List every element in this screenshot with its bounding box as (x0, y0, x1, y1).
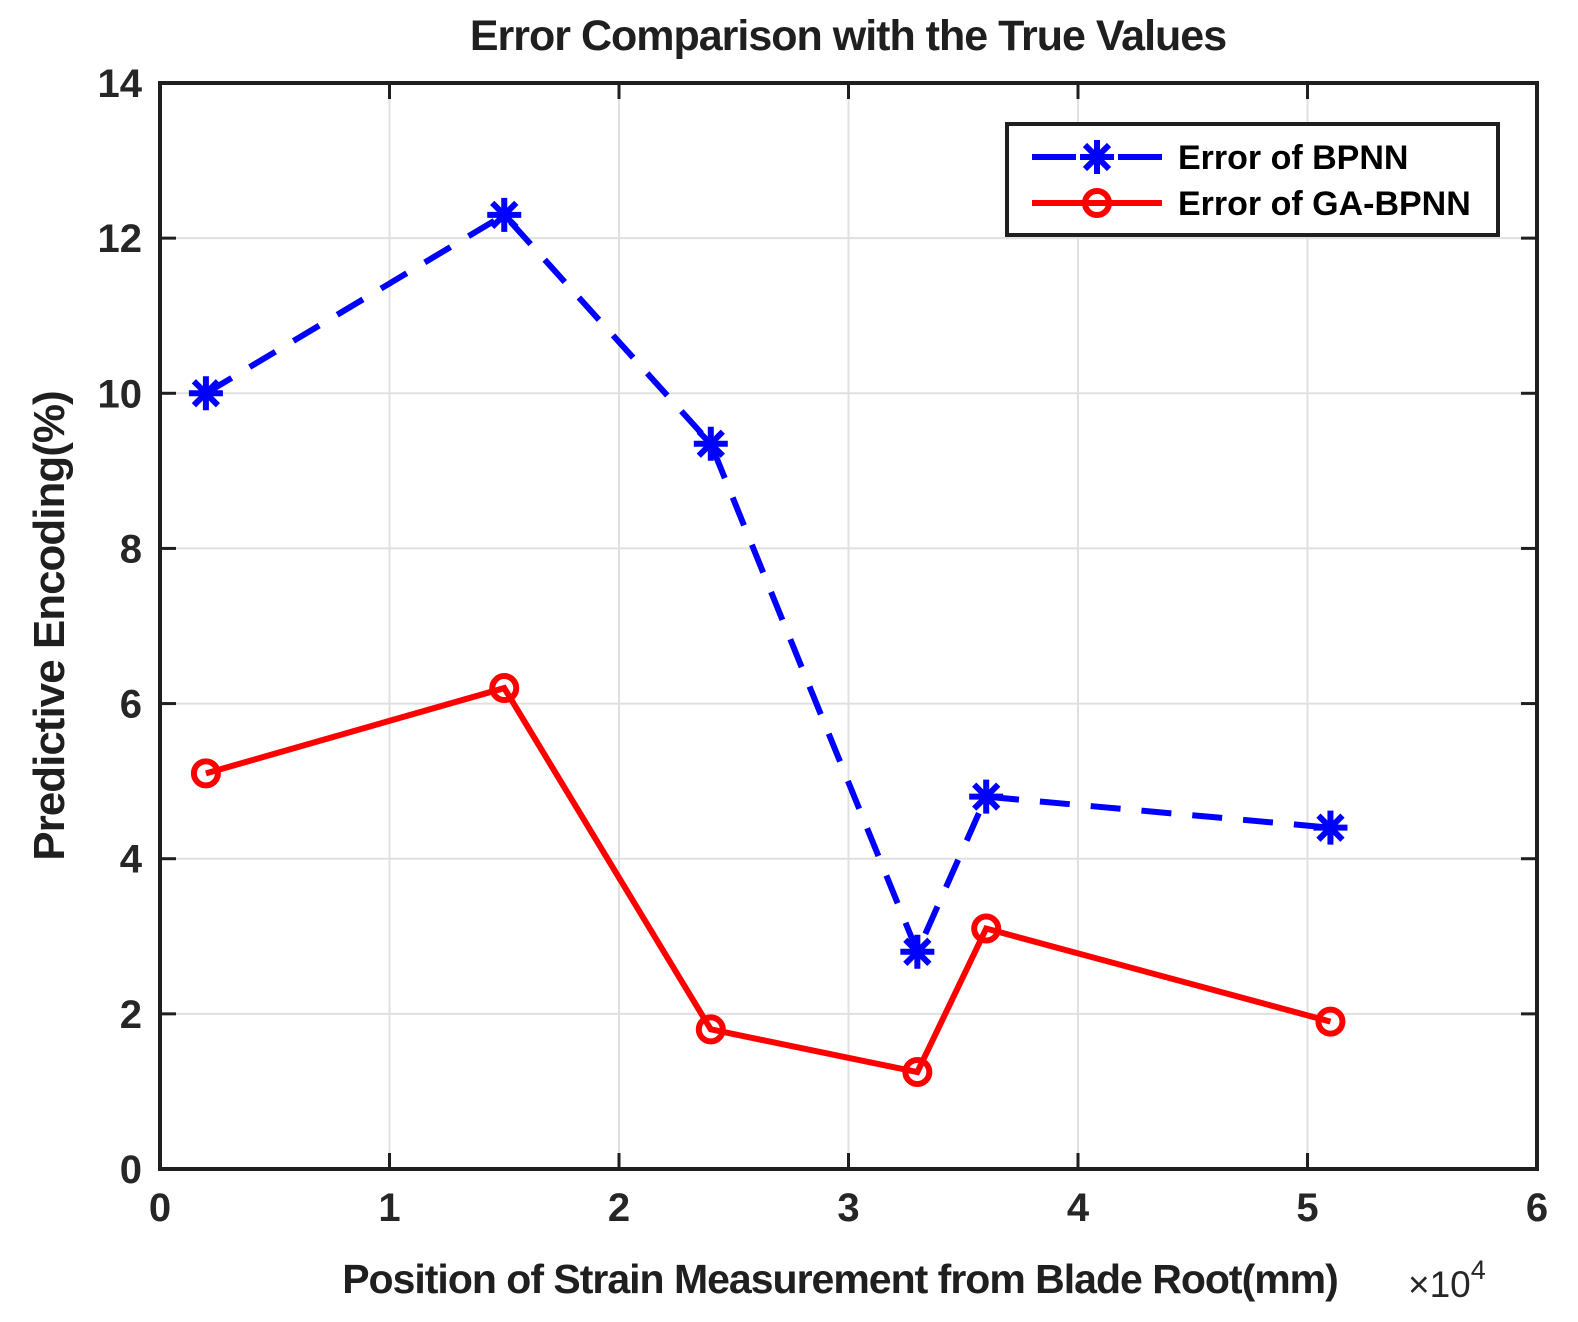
circle-marker (190, 758, 221, 789)
x-axis-multiplier-exponent: 4 (1471, 1255, 1486, 1285)
chart-title: Error Comparison with the True Values (470, 12, 1226, 60)
series-1 (190, 673, 1346, 1088)
circle-marker (902, 1057, 933, 1088)
x-tick-label: 6 (1526, 1186, 1548, 1230)
legend: Error of BPNN Error of GA-BPNN (1005, 122, 1500, 237)
legend-label-ga-bpnn: Error of GA-BPNN (1178, 185, 1471, 223)
x-tick-label: 5 (1296, 1186, 1318, 1230)
grid-layer (160, 83, 1537, 1169)
y-tick-label: 12 (98, 217, 143, 261)
asterisk-marker (1316, 813, 1345, 842)
y-axis-label: Predictive Encoding(%) (25, 391, 74, 860)
axis-layer (158, 81, 1539, 1171)
legend-samples (1032, 140, 1162, 218)
y-tick-label: 4 (120, 838, 143, 882)
series-0 (188, 197, 1348, 969)
series-line (204, 211, 1331, 960)
y-tick-label: 6 (120, 683, 142, 727)
y-tick-label: 10 (98, 372, 143, 416)
legend-box (1005, 122, 1500, 237)
circle-marker (1082, 188, 1112, 218)
x-tick-label: 4 (1067, 1186, 1090, 1230)
series-line (205, 684, 1332, 1076)
y-tick-label: 0 (120, 1148, 142, 1192)
asterisk-marker (191, 379, 221, 408)
y-tick-label: 2 (120, 993, 142, 1037)
circle-marker (695, 1014, 726, 1045)
y-tick-label: 8 (120, 527, 142, 571)
x-tick-label: 3 (837, 1186, 859, 1230)
series-layer (188, 197, 1348, 1088)
x-axis-multiplier: ×104 (1408, 1255, 1486, 1305)
circle-marker (971, 913, 1002, 944)
x-axis-label: Position of Strain Measurement from Blad… (342, 1256, 1338, 1302)
x-tick-label: 2 (608, 1186, 630, 1230)
asterisk-marker (696, 429, 725, 458)
x-tick-label: 1 (378, 1186, 400, 1230)
asterisk-marker (903, 937, 932, 966)
x-axis-multiplier-base: ×10 (1408, 1264, 1471, 1305)
x-tick-label: 0 (149, 1186, 171, 1230)
asterisk-marker (1082, 142, 1112, 172)
circle-marker (489, 673, 520, 704)
circle-marker (1315, 1006, 1346, 1037)
asterisk-marker (490, 200, 519, 230)
y-tick-label: 14 (98, 62, 143, 106)
asterisk-marker (972, 782, 1001, 811)
legend-label-bpnn: Error of BPNN (1178, 139, 1408, 177)
